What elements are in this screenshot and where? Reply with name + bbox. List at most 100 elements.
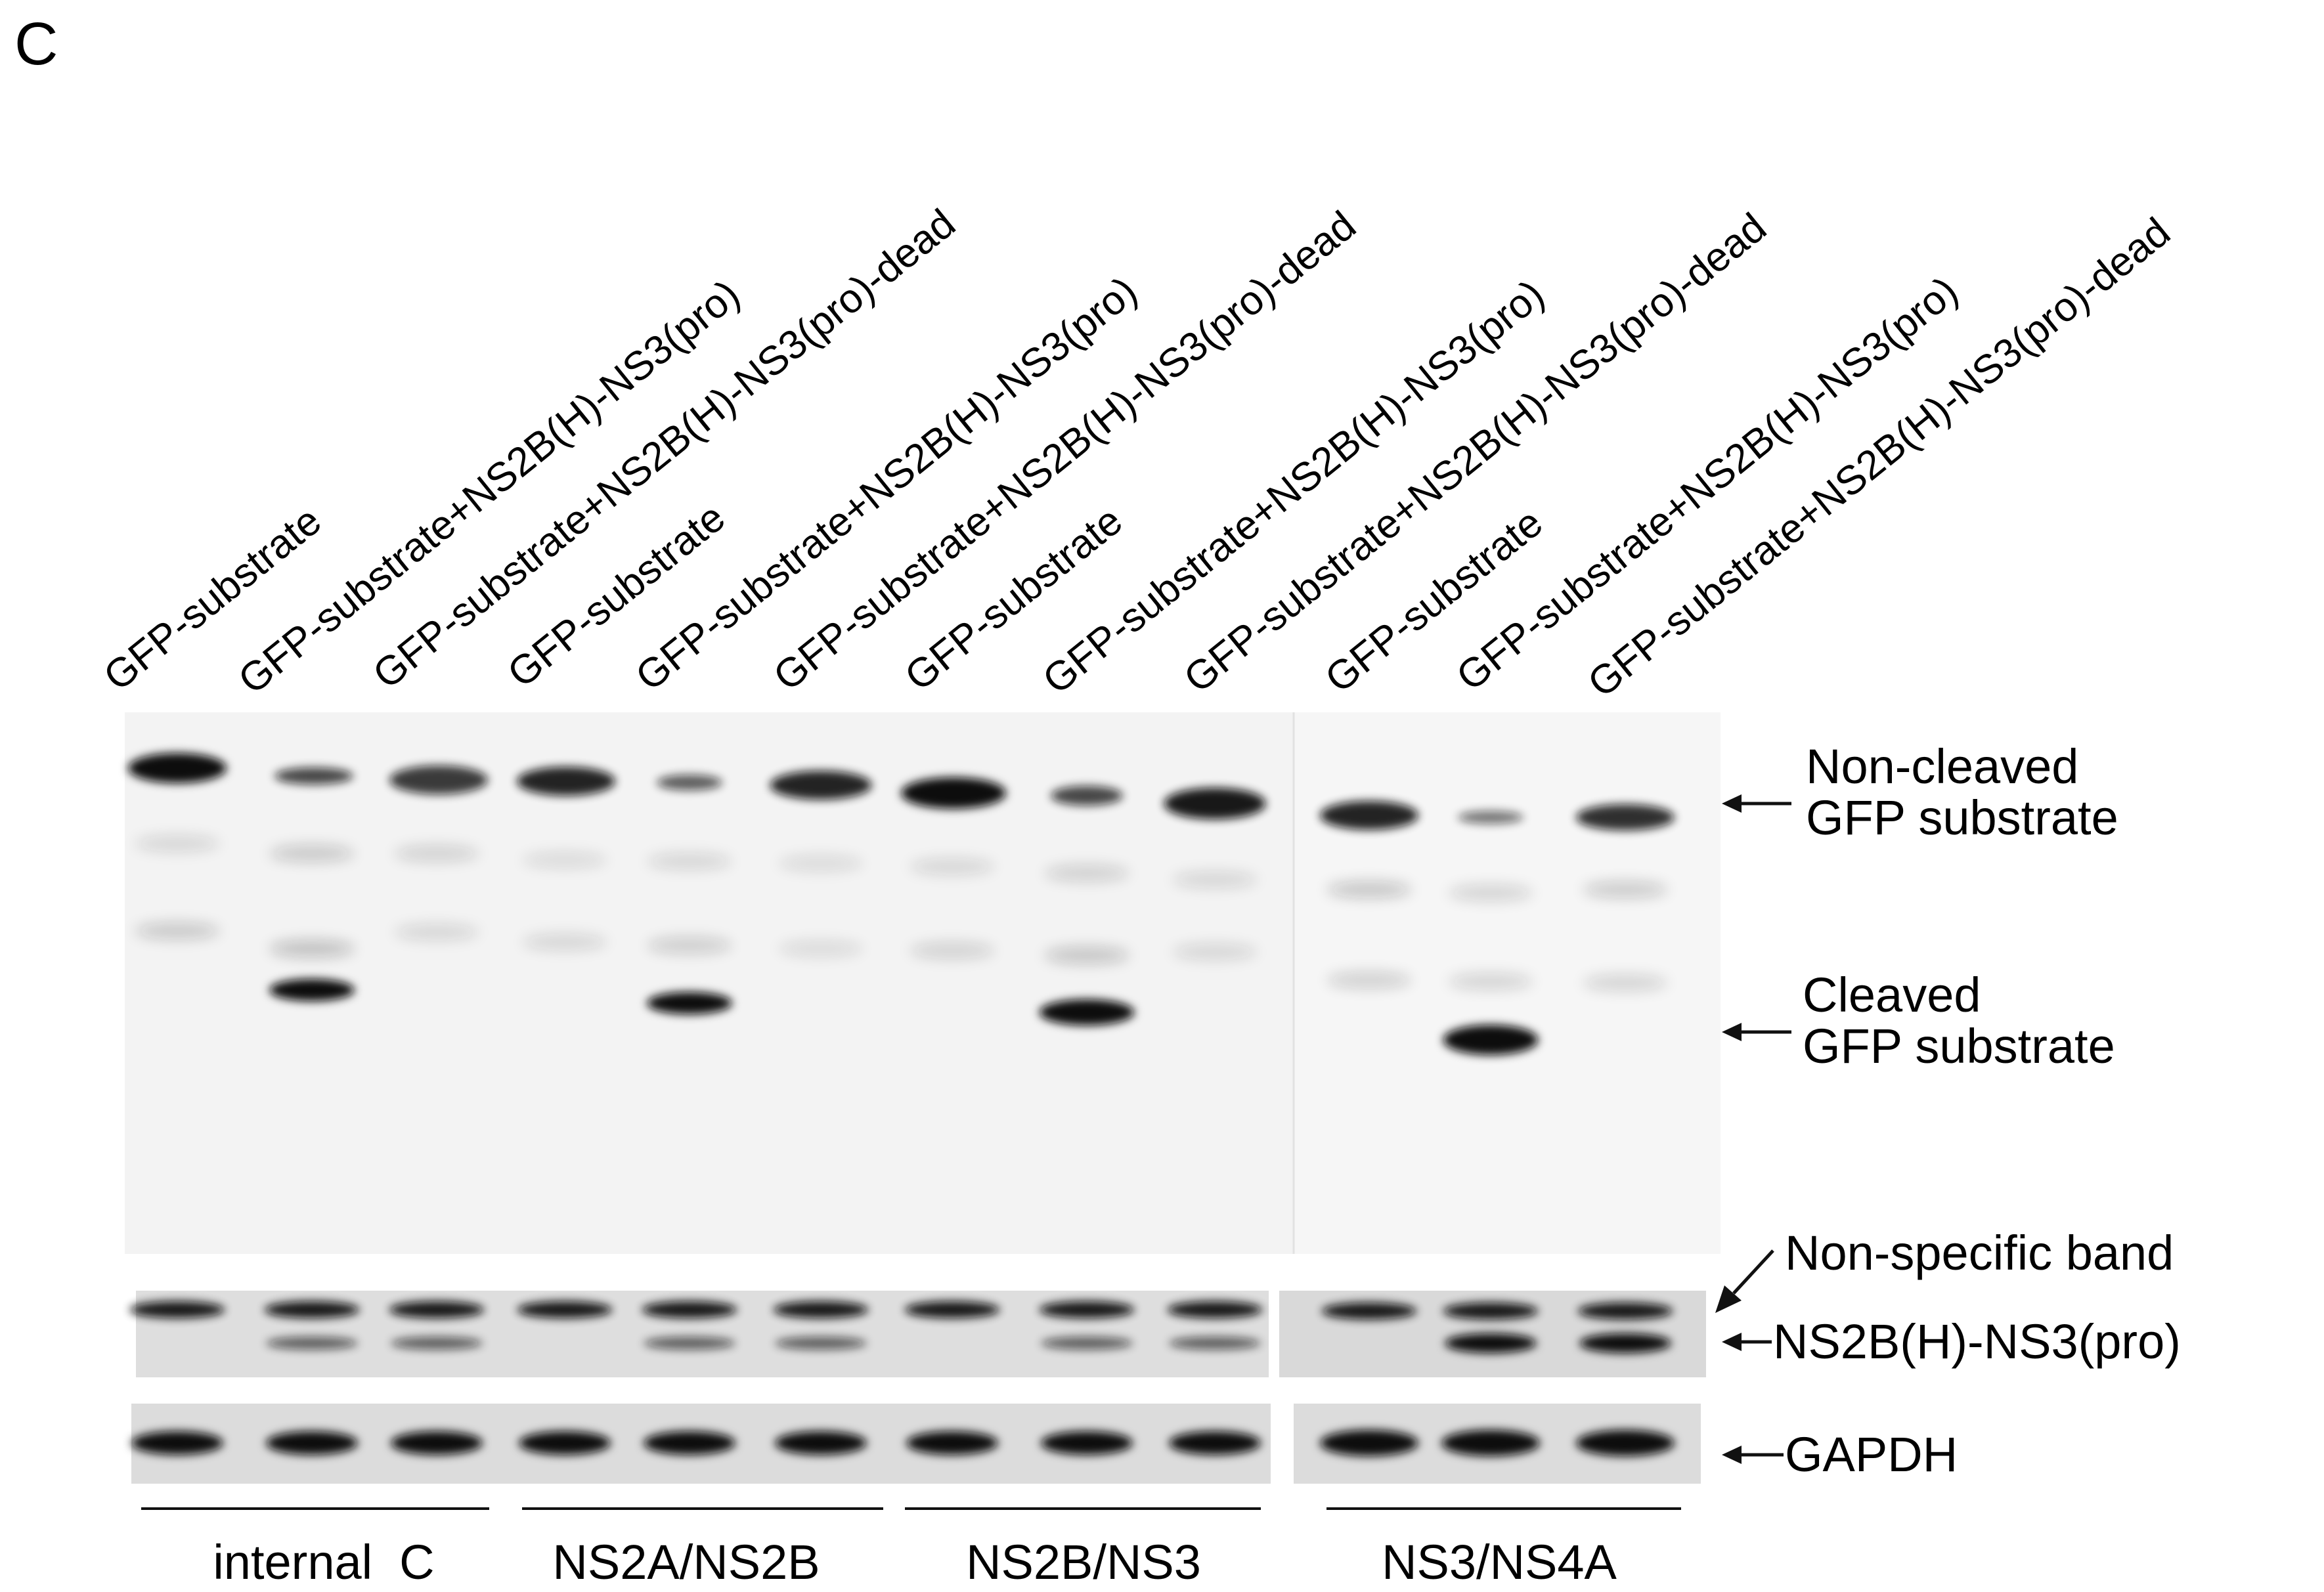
gapdh-band xyxy=(1169,1431,1261,1455)
ns2b-ns3-arrow xyxy=(1722,1333,1772,1351)
ns2b-ns3-bands xyxy=(129,1301,1673,1353)
faint-band xyxy=(135,835,220,852)
non-specific-arrow xyxy=(1715,1249,1774,1313)
main-blot-bands xyxy=(128,753,1675,1055)
faint-band xyxy=(778,855,864,872)
group-label-ns3-ns4a: NS3/NS4A xyxy=(1382,1535,1617,1589)
faint-band xyxy=(1044,865,1129,882)
non-cleaved-label-line1: Non-cleaved xyxy=(1806,739,2078,794)
gapdh-band xyxy=(1441,1430,1540,1456)
faint-band xyxy=(1044,947,1129,964)
ns2b-ns3-band xyxy=(266,1337,358,1350)
faint-band xyxy=(394,845,479,862)
ns2b-ns3-band xyxy=(1579,1333,1671,1353)
cleaved-label-line2: GFP substrate xyxy=(1803,1019,2115,1073)
gapdh-band xyxy=(775,1431,867,1455)
faint-band xyxy=(1448,973,1533,990)
ns2b-ns3-band xyxy=(1445,1333,1537,1353)
non-cleaved-band xyxy=(1164,788,1266,819)
non-cleaved-band xyxy=(128,753,227,783)
non-specific-band xyxy=(1167,1301,1263,1318)
gapdh-label: GAPDH xyxy=(1785,1427,1958,1482)
non-cleaved-band xyxy=(1051,786,1123,806)
gapdh-band xyxy=(906,1431,998,1455)
cleaved-band xyxy=(647,992,732,1014)
non-specific-band xyxy=(904,1301,1000,1318)
ns2b-ns3-band xyxy=(391,1337,483,1350)
gapdh-band xyxy=(391,1431,483,1455)
gapdh-band xyxy=(1041,1431,1133,1455)
group-label-ns2b-ns3: NS2B/NS3 xyxy=(966,1535,1201,1589)
ns2b-ns3-band xyxy=(1041,1337,1133,1350)
faint-band xyxy=(1172,943,1258,960)
non-cleaved-label-line2: GFP substrate xyxy=(1806,790,2118,845)
non-specific-band-label: Non-specific band xyxy=(1785,1226,2174,1280)
non-specific-band xyxy=(517,1301,613,1318)
non-cleaved-band xyxy=(517,767,615,796)
non-cleaved-band xyxy=(1576,804,1675,830)
ns2b-ns3-band xyxy=(775,1337,867,1350)
faint-band xyxy=(522,851,607,869)
gapdh-blot xyxy=(131,1404,1701,1484)
non-cleaved-band xyxy=(274,767,353,785)
lane-labels: GFP-substrateGFP-substrate+NS2B(H)-NS3(p… xyxy=(95,201,2178,706)
ns2b-ns3-band xyxy=(644,1337,735,1350)
faint-band xyxy=(778,940,864,957)
gapdh-band xyxy=(266,1431,358,1455)
group-labels: internal C NS2A/NS2B NS2B/NS3 NS3/NS4A xyxy=(141,1507,1681,1589)
group-label-ns2a-ns2b: NS2A/NS2B xyxy=(552,1535,820,1589)
gapdh-band xyxy=(1320,1430,1418,1456)
non-specific-band xyxy=(264,1301,360,1318)
faint-band xyxy=(1172,871,1258,888)
gapdh-band xyxy=(1576,1430,1675,1456)
non-specific-band xyxy=(642,1301,737,1318)
lane-label: GFP-substrate+NS2B(H)-NS3(pro) xyxy=(1034,271,1552,702)
non-specific-band xyxy=(773,1301,869,1318)
faint-band xyxy=(135,922,220,939)
side-annotations: Non-cleaved GFP substrate Cleaved GFP su… xyxy=(1715,739,2181,1482)
faint-band xyxy=(647,937,732,954)
faint-band xyxy=(394,924,479,941)
non-cleaved-band xyxy=(1458,811,1524,824)
non-cleaved-band xyxy=(389,765,488,794)
gapdh-arrow xyxy=(1722,1446,1784,1464)
cleaved-band xyxy=(1039,999,1135,1025)
faint-band xyxy=(647,853,732,870)
cleaved-band xyxy=(1443,1025,1539,1055)
faint-band xyxy=(1326,881,1412,898)
panel-letter: C xyxy=(14,11,58,77)
non-cleaved-band xyxy=(901,777,1006,809)
group-label-internal-c: internal C xyxy=(213,1535,434,1589)
non-cleaved-band xyxy=(770,771,872,800)
non-specific-band xyxy=(1577,1302,1673,1320)
lane-label: GFP-substrate+NS2B(H)-NS3(pro) xyxy=(1448,268,1966,699)
gapdh-band xyxy=(644,1431,735,1455)
non-cleaved-arrow xyxy=(1722,794,1791,813)
ns2b-ns3-blot xyxy=(129,1291,1706,1377)
gapdh-band xyxy=(519,1431,611,1455)
non-specific-band xyxy=(1039,1301,1135,1318)
non-specific-band xyxy=(1443,1302,1539,1320)
non-cleaved-band xyxy=(1320,801,1418,830)
non-cleaved-band xyxy=(657,775,722,790)
cleaved-band xyxy=(269,979,355,1001)
non-specific-band xyxy=(1321,1302,1417,1320)
ns2b-ns3-band xyxy=(1169,1337,1261,1350)
non-specific-band xyxy=(129,1301,225,1318)
faint-band xyxy=(1448,884,1533,901)
faint-band xyxy=(269,940,355,957)
cleaved-label-line1: Cleaved xyxy=(1803,968,1981,1022)
faint-band xyxy=(522,934,607,951)
faint-band xyxy=(269,845,355,862)
gapdh-bands xyxy=(131,1430,1675,1456)
faint-band xyxy=(1326,972,1412,989)
gapdh-band xyxy=(131,1431,223,1455)
non-specific-band xyxy=(389,1301,485,1318)
faint-band xyxy=(910,942,995,959)
faint-band xyxy=(1583,881,1668,898)
faint-band xyxy=(910,858,995,875)
cleaved-arrow xyxy=(1722,1023,1791,1041)
faint-band xyxy=(1583,974,1668,991)
ns2b-ns3-label: NS2B(H)-NS3(pro) xyxy=(1773,1314,2181,1369)
